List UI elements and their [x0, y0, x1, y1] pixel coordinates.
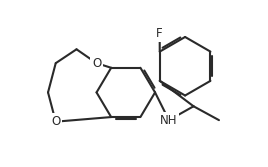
- Text: O: O: [51, 115, 60, 128]
- Text: O: O: [92, 57, 101, 70]
- Text: F: F: [156, 27, 163, 40]
- Text: NH: NH: [160, 114, 178, 127]
